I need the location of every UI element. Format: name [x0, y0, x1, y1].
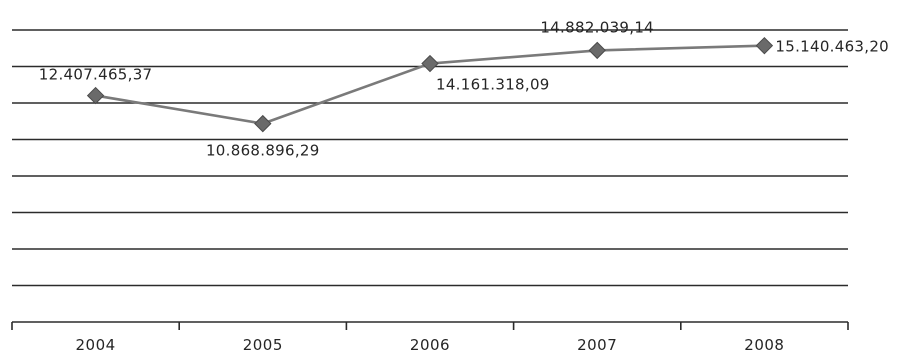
x-tick-label: 2004 [76, 336, 116, 354]
data-label: 15.140.463,20 [775, 38, 889, 56]
data-labels: 12.407.465,37 10.868.896,29 14.161.318,09 1… [39, 18, 889, 159]
data-point-marker [422, 56, 438, 72]
series [88, 38, 773, 132]
x-axis: 2004 2005 2006 2007 2008 [12, 322, 848, 354]
x-tick-label: 2005 [243, 336, 283, 354]
data-label: 14.161.318,09 [436, 76, 550, 94]
data-label: 10.868.896,29 [206, 142, 320, 160]
data-point-marker [88, 88, 104, 104]
data-point-marker [756, 38, 772, 54]
data-point-marker [589, 42, 605, 58]
data-label: 14.882.039,14 [540, 18, 654, 36]
x-tick-label: 2006 [410, 336, 450, 354]
data-label: 12.407.465,37 [39, 66, 153, 84]
x-tick-label: 2007 [577, 336, 617, 354]
data-point-marker [255, 116, 271, 132]
x-tick-label: 2008 [744, 336, 784, 354]
